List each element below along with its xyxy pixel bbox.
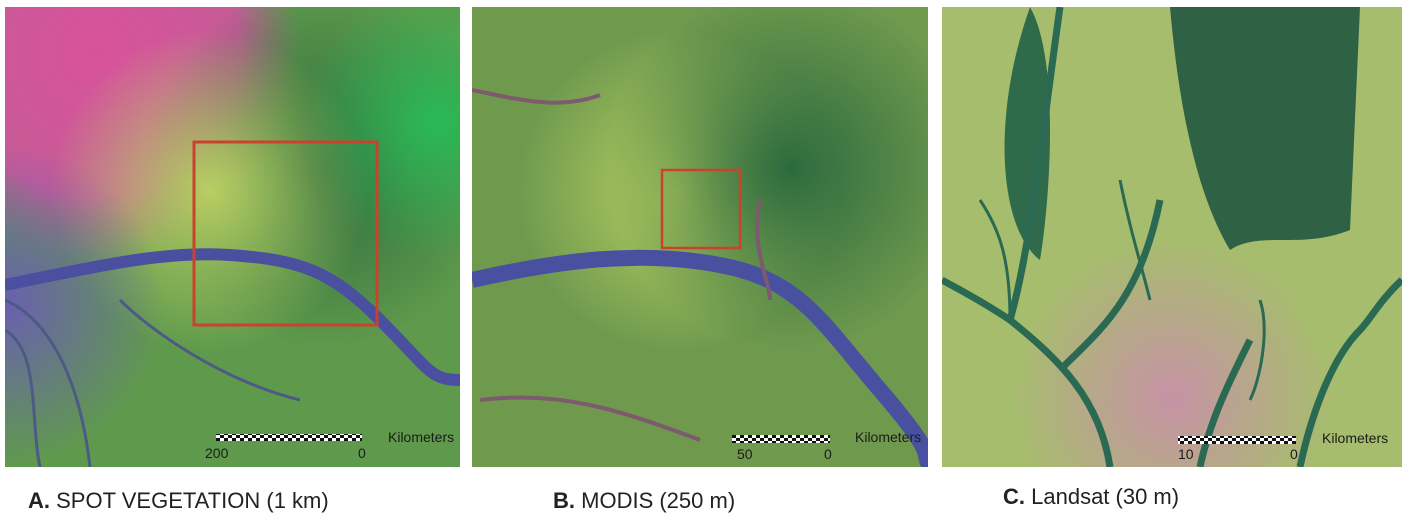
image-c (942, 7, 1402, 467)
caption-text: Landsat (30 m) (1031, 484, 1179, 509)
scale-label: 0 (1290, 446, 1298, 462)
panel-letter: A. (28, 488, 50, 513)
caption: B. MODIS (250 m) (553, 488, 735, 513)
scale-label: 0 (824, 446, 832, 462)
caption: C. Landsat (30 m) (1003, 484, 1179, 509)
caption: A. SPOT VEGETATION (1 km) (28, 488, 329, 513)
caption-text: MODIS (250 m) (581, 488, 735, 513)
scale-label: 50 (737, 446, 753, 462)
scale-unit: Kilometers (388, 429, 454, 445)
panel-letter: C. (1003, 484, 1025, 509)
scale-unit: Kilometers (855, 429, 921, 445)
figure: 200 0 Kilometers 50 0 Kilometers 10 0 Ki… (0, 0, 1407, 517)
scale-label: 10 (1178, 446, 1194, 462)
panel-letter: B. (553, 488, 575, 513)
caption-text: SPOT VEGETATION (1 km) (56, 488, 329, 513)
image-a (5, 7, 460, 467)
scale-label: 0 (358, 445, 366, 461)
image-b (472, 7, 930, 467)
scale-unit: Kilometers (1322, 430, 1388, 446)
scale-label: 200 (205, 445, 229, 461)
